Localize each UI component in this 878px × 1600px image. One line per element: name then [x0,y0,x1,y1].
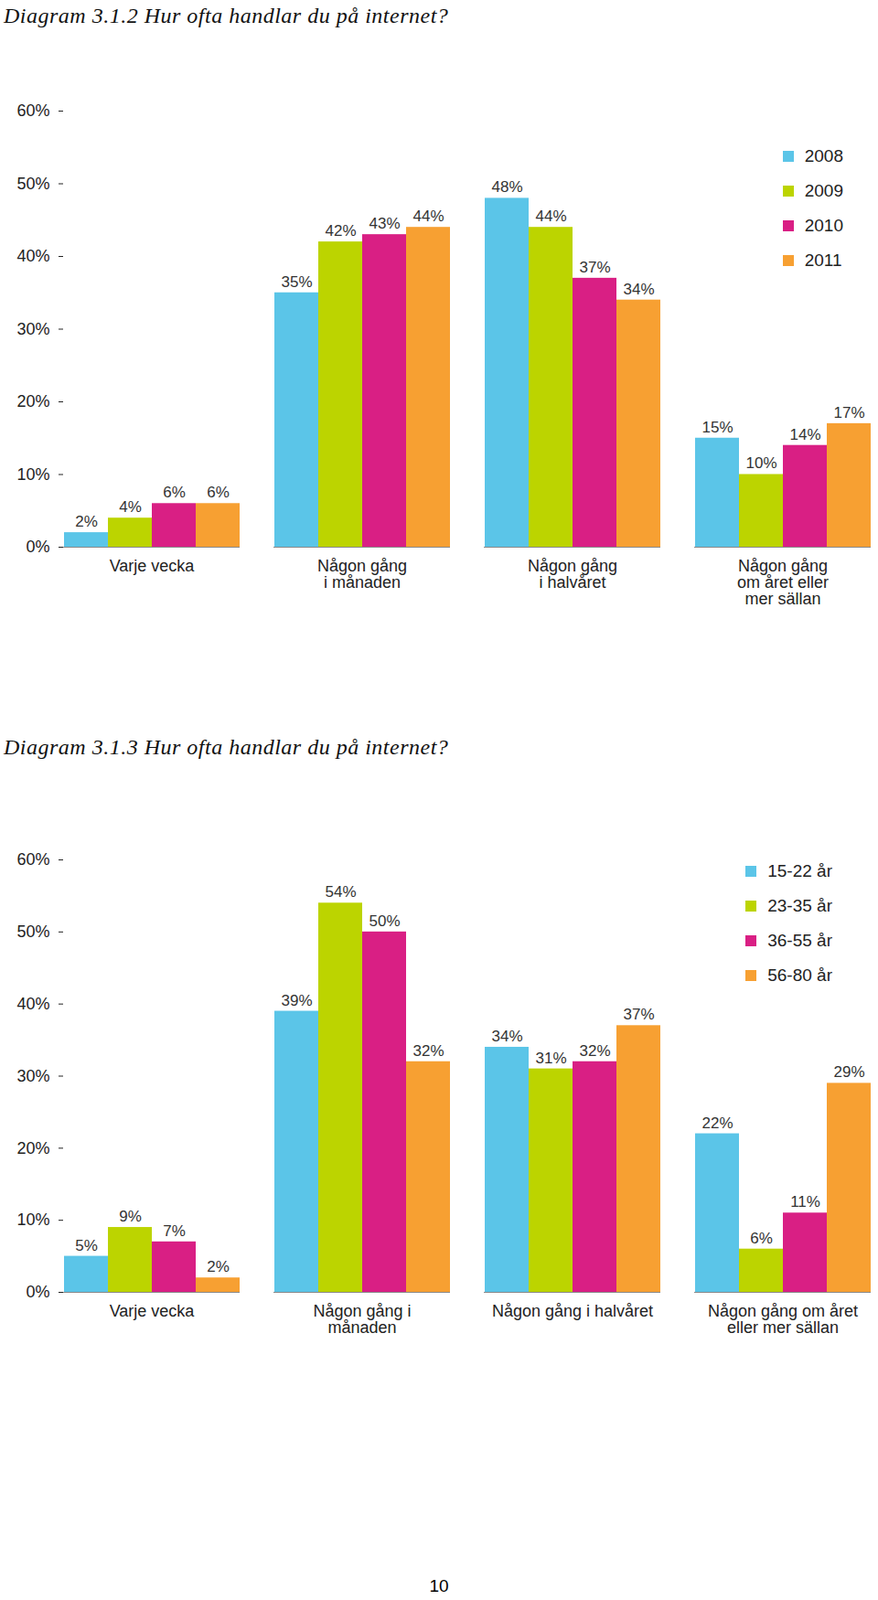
html-text:23-35 år: 23-35 år [767,896,833,916]
svg-text:20%: 20% [16,1139,50,1158]
svg-text:54%: 54% [324,883,356,901]
svg-text:34%: 34% [622,280,654,299]
svg-text:7%: 7% [162,1222,186,1241]
svg-text:44%: 44% [535,207,567,225]
svg-text:32%: 32% [578,1042,611,1061]
svg-text:9%: 9% [118,1208,142,1226]
svg-text:Någon gång imånaden: Någon gång imånaden [312,1302,411,1338]
svg-text:37%: 37% [622,1006,654,1024]
svg-text:50%: 50% [16,174,50,193]
svg-text:14%: 14% [789,426,821,444]
svg-text:6%: 6% [206,483,230,502]
svg-text:43%: 43% [368,214,400,233]
html-text:2009: 2009 [804,181,844,201]
svg-text:Någon gångom året ellermer säl: Någon gångom året ellermer sällan [737,556,829,609]
svg-text:22%: 22% [701,1114,733,1133]
svg-text:10%: 10% [16,1210,50,1230]
svg-text:2%: 2% [74,513,98,531]
svg-text:30%: 30% [16,1067,50,1086]
svg-text:39%: 39% [280,991,312,1009]
svg-text:6%: 6% [749,1230,773,1248]
html-text:2008: 2008 [804,146,844,166]
svg-text:50%: 50% [16,922,50,942]
html-text:36-55 år: 36-55 år [767,931,833,951]
svg-text:20%: 20% [16,392,50,411]
svg-text:0%: 0% [25,1283,50,1302]
svg-text:Någon gång om åreteller mer sä: Någon gång om åreteller mer sällan [707,1302,858,1338]
html-text:15-22 år: 15-22 år [767,861,833,881]
svg-text:48%: 48% [491,178,523,196]
svg-text:Någon gång i halvåret: Någon gång i halvåret [492,1302,654,1321]
html-text:56-80 år: 56-80 år [767,965,833,986]
html-text:2010: 2010 [804,215,844,236]
svg-text:50%: 50% [368,912,400,931]
html-text:2011: 2011 [804,250,842,270]
svg-text:2%: 2% [206,1258,230,1276]
svg-text:31%: 31% [535,1049,567,1068]
svg-text:10%: 10% [16,465,50,484]
svg-text:Varje vecka: Varje vecka [109,556,196,576]
svg-text:4%: 4% [118,498,142,516]
svg-text:30%: 30% [16,320,50,339]
svg-text:60%: 60% [16,101,50,120]
svg-text:40%: 40% [16,995,50,1014]
svg-text:42%: 42% [324,222,356,240]
svg-text:5%: 5% [74,1237,98,1255]
svg-text:60%: 60% [16,850,50,869]
svg-text:0%: 0% [25,537,50,557]
html-text:Diagram 3.1.3 Hur ofta handlar: Diagram 3.1.3 Hur ofta handlar du på int… [3,735,449,760]
svg-text:29%: 29% [833,1063,865,1082]
svg-text:35%: 35% [280,273,312,291]
svg-text:37%: 37% [578,258,611,277]
svg-text:11%: 11% [790,1193,821,1211]
svg-text:17%: 17% [833,404,865,422]
svg-text:40%: 40% [16,246,50,266]
html-text:10: 10 [429,1576,449,1596]
svg-text:10%: 10% [745,454,777,472]
svg-text:Någon gångi månaden: Någon gångi månaden [317,556,407,592]
svg-text:6%: 6% [162,483,186,502]
svg-text:15%: 15% [701,418,733,437]
html-text:Diagram 3.1.2 Hur ofta handlar: Diagram 3.1.2 Hur ofta handlar du på int… [3,3,449,28]
svg-text:Någon gångi halvåret: Någon gångi halvåret [527,556,618,592]
svg-text:44%: 44% [412,207,444,225]
svg-text:32%: 32% [412,1042,444,1061]
svg-text:Varje vecka: Varje vecka [109,1302,196,1321]
svg-text:34%: 34% [491,1027,523,1046]
